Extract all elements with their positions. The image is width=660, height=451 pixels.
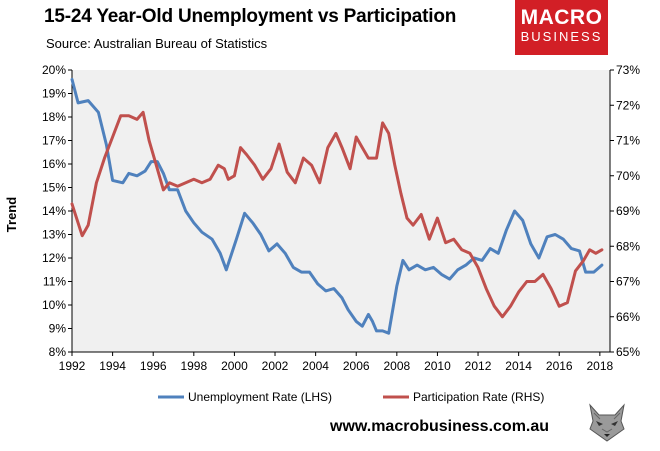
y-tick-label-left: 13% xyxy=(42,228,66,242)
y-tick-label-right: 65% xyxy=(616,345,640,359)
logo-line-2: BUSINESS xyxy=(520,29,603,44)
y-tick-label-right: 70% xyxy=(616,169,640,183)
x-tick-label: 2010 xyxy=(424,359,451,373)
x-tick-label: 2004 xyxy=(302,359,329,373)
participation-rate-line xyxy=(70,110,604,319)
y-tick-label-left: 19% xyxy=(42,87,66,101)
y-tick-label-left: 17% xyxy=(42,134,66,148)
y-tick-label-left: 16% xyxy=(42,157,66,171)
y-tick-label-right: 67% xyxy=(616,275,640,289)
x-tick-label: 1996 xyxy=(140,359,167,373)
x-tick-label: 2000 xyxy=(221,359,248,373)
x-tick-label: 2012 xyxy=(465,359,492,373)
x-tick-label: 2008 xyxy=(383,359,410,373)
legend-label: Participation Rate (RHS) xyxy=(413,390,544,404)
y-tick-label-right: 71% xyxy=(616,134,640,148)
chart-axes: 8% 9% 10% 11% 12% 13% 14% 15% 16% 17% 18% 19% 20% 65%… xyxy=(42,63,640,373)
y-tick-label-left: 9% xyxy=(49,322,67,336)
y-tick-label-left: 20% xyxy=(42,63,66,77)
y-tick-label-right: 69% xyxy=(616,204,640,218)
legend-label: Unemployment Rate (LHS) xyxy=(188,390,332,404)
x-tick-label: 2006 xyxy=(343,359,370,373)
logo-line-1: MACRO xyxy=(520,6,603,29)
x-tick-label: 1998 xyxy=(180,359,207,373)
x-tick-label: 2002 xyxy=(262,359,289,373)
x-tick-label: 2016 xyxy=(546,359,573,373)
y-tick-label-right: 68% xyxy=(616,239,640,253)
y-tick-label-right: 66% xyxy=(616,310,640,324)
x-tick-label: 1994 xyxy=(99,359,126,373)
x-tick-label: 2014 xyxy=(505,359,532,373)
x-tick-label: 2018 xyxy=(586,359,613,373)
y-tick-label-left: 15% xyxy=(42,181,66,195)
y-tick-label-left: 11% xyxy=(43,275,66,289)
plot-area xyxy=(72,70,610,352)
y-tick-label-right: 72% xyxy=(616,98,640,112)
unemployment-rate-line xyxy=(70,77,604,335)
chart-title: 15-24 Year-Old Unemployment vs Participa… xyxy=(44,6,457,27)
chart-series xyxy=(70,77,604,335)
fox-logo-icon xyxy=(584,401,630,443)
y-tick-label-left: 8% xyxy=(49,345,67,359)
y-tick-label-left: 12% xyxy=(42,251,66,265)
y-tick-label-left: 10% xyxy=(42,298,66,312)
macrobusiness-logo: MACRO BUSINESS xyxy=(515,0,608,55)
chart-subtitle: Source: Australian Bureau of Statistics xyxy=(46,36,268,51)
y-tick-label-right: 73% xyxy=(616,63,640,77)
chart-legend: Unemployment Rate (LHS) Participation Rat… xyxy=(158,390,544,404)
y-tick-label-left: 14% xyxy=(42,204,66,218)
y-tick-label-left: 18% xyxy=(42,110,66,124)
x-tick-label: 1992 xyxy=(59,359,86,373)
website-url: www.macrobusiness.com.au xyxy=(330,418,550,435)
